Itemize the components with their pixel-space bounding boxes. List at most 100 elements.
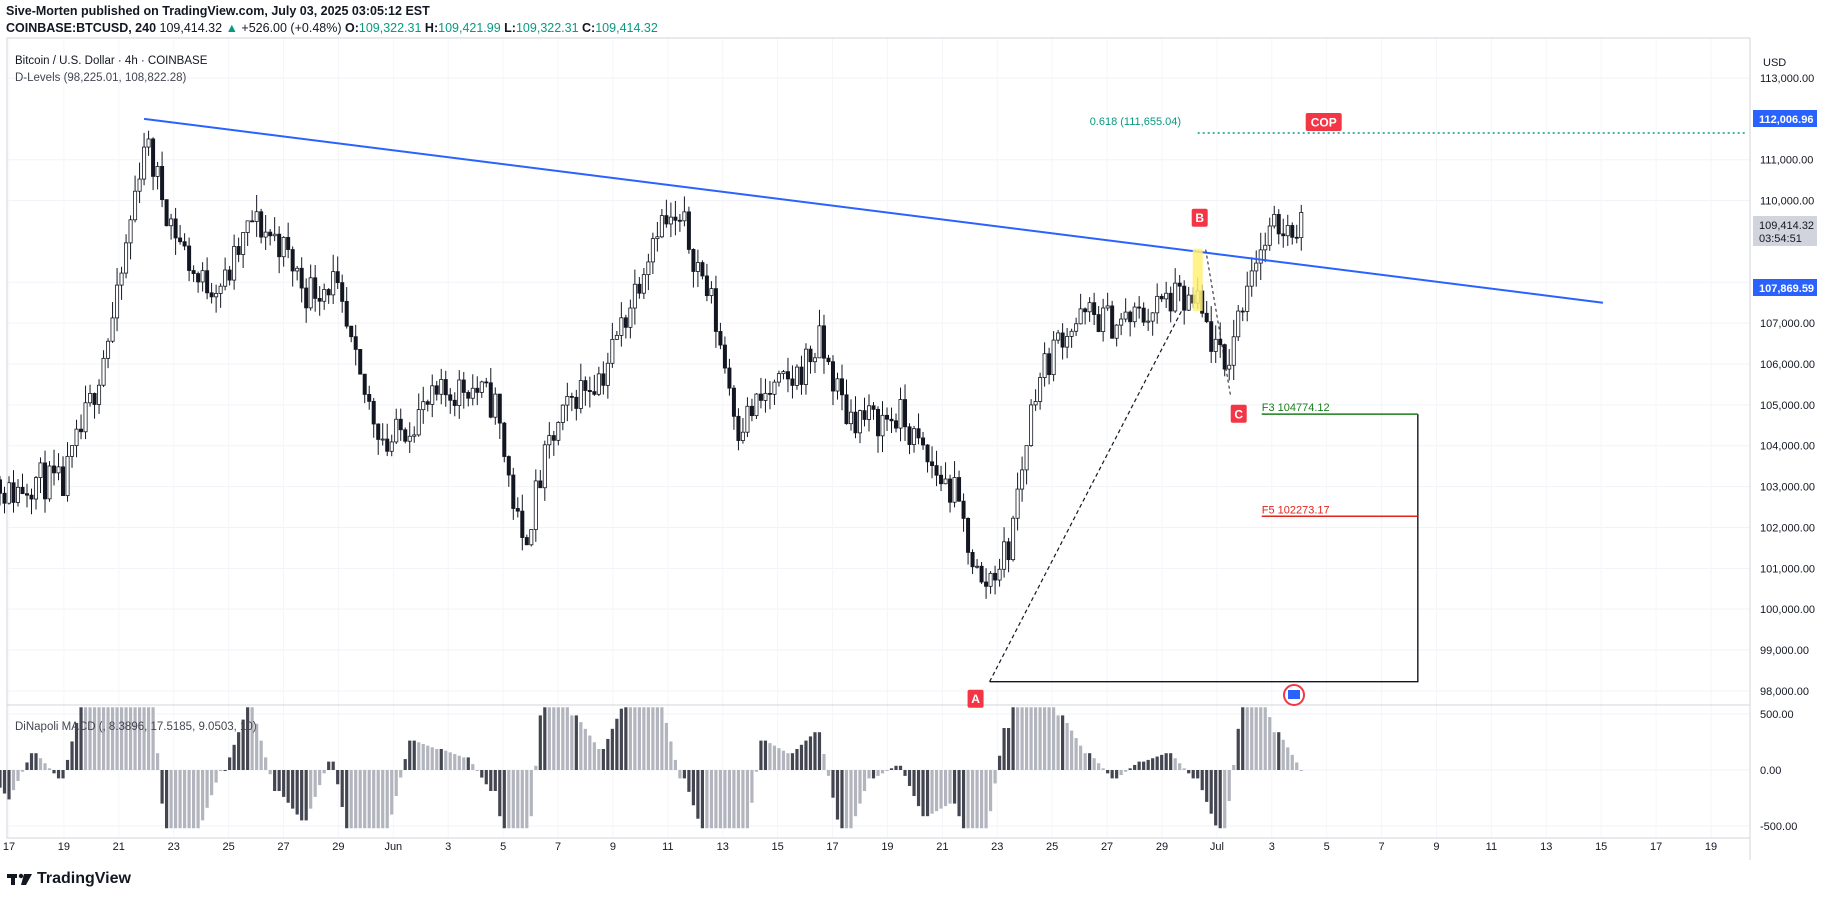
candle-down — [205, 270, 210, 294]
macd-bar — [997, 755, 1002, 770]
candle-up — [812, 357, 817, 363]
macd-bar — [228, 757, 232, 770]
macd-bar — [574, 715, 578, 770]
candle-up — [547, 435, 552, 446]
macd-bar — [1250, 707, 1254, 770]
macd-bar — [516, 770, 520, 829]
candle-up — [542, 444, 547, 489]
macd-bar — [709, 770, 714, 829]
macd-bar — [988, 770, 993, 812]
macd-bar — [1038, 707, 1042, 770]
candle-down — [1060, 332, 1065, 348]
macd-bar — [1110, 770, 1114, 779]
candle-down — [749, 405, 754, 417]
macd-bar — [840, 770, 844, 829]
price-tick-label: 106,000.00 — [1760, 359, 1815, 371]
macd-bar — [1070, 730, 1074, 770]
macd-bar — [367, 770, 371, 829]
candle-down — [1294, 236, 1299, 239]
macd-bar — [1196, 770, 1200, 779]
macd-bar — [948, 770, 952, 804]
candle-up — [556, 422, 561, 441]
macd-bar — [1115, 770, 1119, 779]
macd-bar — [304, 770, 308, 821]
macd-bar — [646, 707, 650, 770]
macd-bar — [74, 722, 79, 770]
macd-tick-label: 500.00 — [1760, 709, 1794, 721]
candle-down — [425, 401, 430, 405]
macd-bar — [777, 748, 781, 770]
candle-down — [236, 246, 241, 255]
ab-dashed-line — [989, 306, 1185, 682]
macd-bar — [624, 707, 628, 770]
macd-bar — [471, 764, 475, 770]
price-chart[interactable]: 113,000.00111,000.00110,000.00108,000.00… — [0, 0, 1829, 868]
macd-bar — [187, 770, 191, 829]
macd-bar — [1286, 747, 1290, 770]
bc-dashed-line — [1205, 249, 1232, 397]
candle-up — [295, 267, 300, 272]
time-tick-label: 7 — [555, 841, 561, 853]
candle-down — [727, 367, 732, 389]
label-cop-bg — [1305, 112, 1342, 131]
macd-bar — [426, 745, 430, 770]
candle-up — [1024, 445, 1029, 471]
candle-up — [47, 465, 52, 500]
candle-down — [11, 482, 16, 503]
f5-label: F5 102273.17 — [1262, 504, 1330, 516]
candle-down — [304, 287, 309, 309]
candle-down — [524, 537, 529, 546]
time-tick-label: 29 — [332, 841, 344, 853]
candle-up — [245, 220, 250, 233]
macd-bar — [727, 770, 732, 829]
macd-bar — [745, 770, 750, 829]
candle-down — [583, 380, 588, 391]
macd-bar — [155, 753, 160, 770]
candle-up — [380, 438, 385, 441]
candle-down — [353, 336, 358, 350]
macd-bar — [642, 707, 646, 770]
tradingview-logo[interactable]: TradingView — [7, 870, 131, 888]
d-level-box — [989, 414, 1419, 683]
macd-bar — [984, 770, 988, 829]
macd-bar — [759, 740, 763, 770]
macd-bar — [214, 770, 218, 783]
candle-down — [785, 371, 790, 380]
macd-bar — [119, 707, 124, 770]
candle-up — [682, 211, 687, 222]
candle-down — [349, 325, 354, 338]
macd-bar — [448, 752, 452, 770]
macd-bar — [480, 770, 484, 778]
macd-bar — [106, 707, 110, 770]
candle-up — [416, 409, 421, 436]
candle-down — [921, 437, 926, 446]
candle-down — [979, 565, 984, 583]
macd-bar — [417, 742, 421, 770]
macd-bar — [291, 770, 295, 809]
macd-bar — [1106, 770, 1110, 774]
macd-bar — [268, 770, 272, 775]
macd-bar — [1236, 728, 1240, 770]
macd-bar — [250, 707, 254, 770]
candle-down — [461, 379, 466, 393]
candle-up — [1164, 292, 1169, 300]
macd-bar — [381, 770, 385, 829]
macd-bar — [844, 770, 849, 829]
candle-down — [587, 390, 592, 393]
candle-up — [1285, 225, 1290, 237]
time-tick-label: 17 — [1650, 841, 1662, 853]
candle-down — [984, 581, 989, 587]
candle-down — [196, 273, 201, 283]
candle-down — [466, 392, 471, 399]
candle-up — [858, 410, 863, 434]
macd-bar — [169, 770, 173, 829]
macd-bar — [732, 770, 736, 829]
label-b: B — [1195, 211, 1204, 225]
candle-down — [1222, 344, 1227, 370]
candle-down — [2, 492, 7, 504]
macd-bar — [97, 707, 101, 770]
macd-bar — [79, 707, 83, 770]
candle-down — [925, 444, 930, 463]
macd-bar — [1097, 763, 1101, 770]
time-tick-label: 13 — [1540, 841, 1552, 853]
